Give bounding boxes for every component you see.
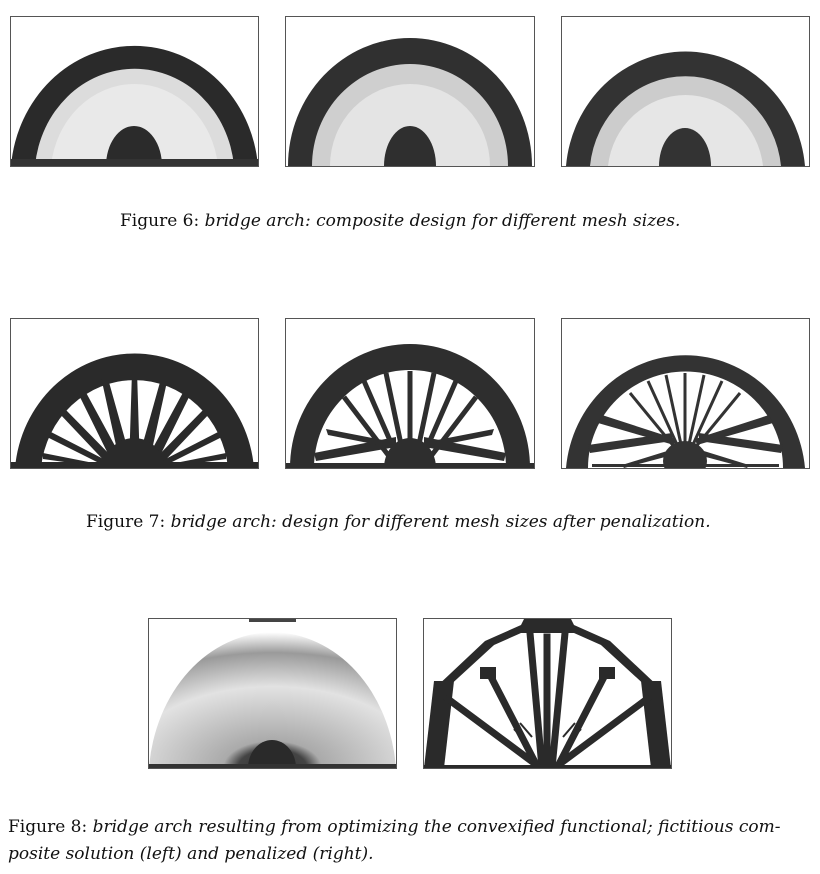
figure8-label: Figure 8: bbox=[8, 817, 88, 837]
figure7-caption-text: bridge arch: design for different mesh s… bbox=[170, 512, 711, 532]
fig7-panel-medium bbox=[285, 318, 535, 469]
fig7-panel-fine bbox=[561, 318, 810, 469]
fig6-panel-coarse bbox=[10, 16, 259, 167]
fig7-panel-coarse bbox=[10, 318, 259, 469]
figure8-caption-line2: posite solution (left) and penalized (ri… bbox=[8, 844, 374, 864]
figure6-label: Figure 6: bbox=[120, 211, 200, 231]
fig6-panel-fine bbox=[561, 16, 810, 167]
fig8-panel-composite bbox=[148, 618, 397, 769]
fig8-panel-penalized bbox=[423, 618, 672, 769]
figure7-caption: Figure 7: bridge arch: design for differ… bbox=[86, 509, 711, 536]
fig6-panel-medium bbox=[285, 16, 535, 167]
figure8-caption-line1: bridge arch resulting from optimizing th… bbox=[92, 817, 781, 837]
figure8-caption: Figure 8: bridge arch resulting from opt… bbox=[8, 814, 814, 868]
figure7-label: Figure 7: bbox=[86, 512, 166, 532]
figure6-caption-text: bridge arch: composite design for differ… bbox=[204, 211, 681, 231]
figure6-caption: Figure 6: bridge arch: composite design … bbox=[120, 208, 680, 235]
